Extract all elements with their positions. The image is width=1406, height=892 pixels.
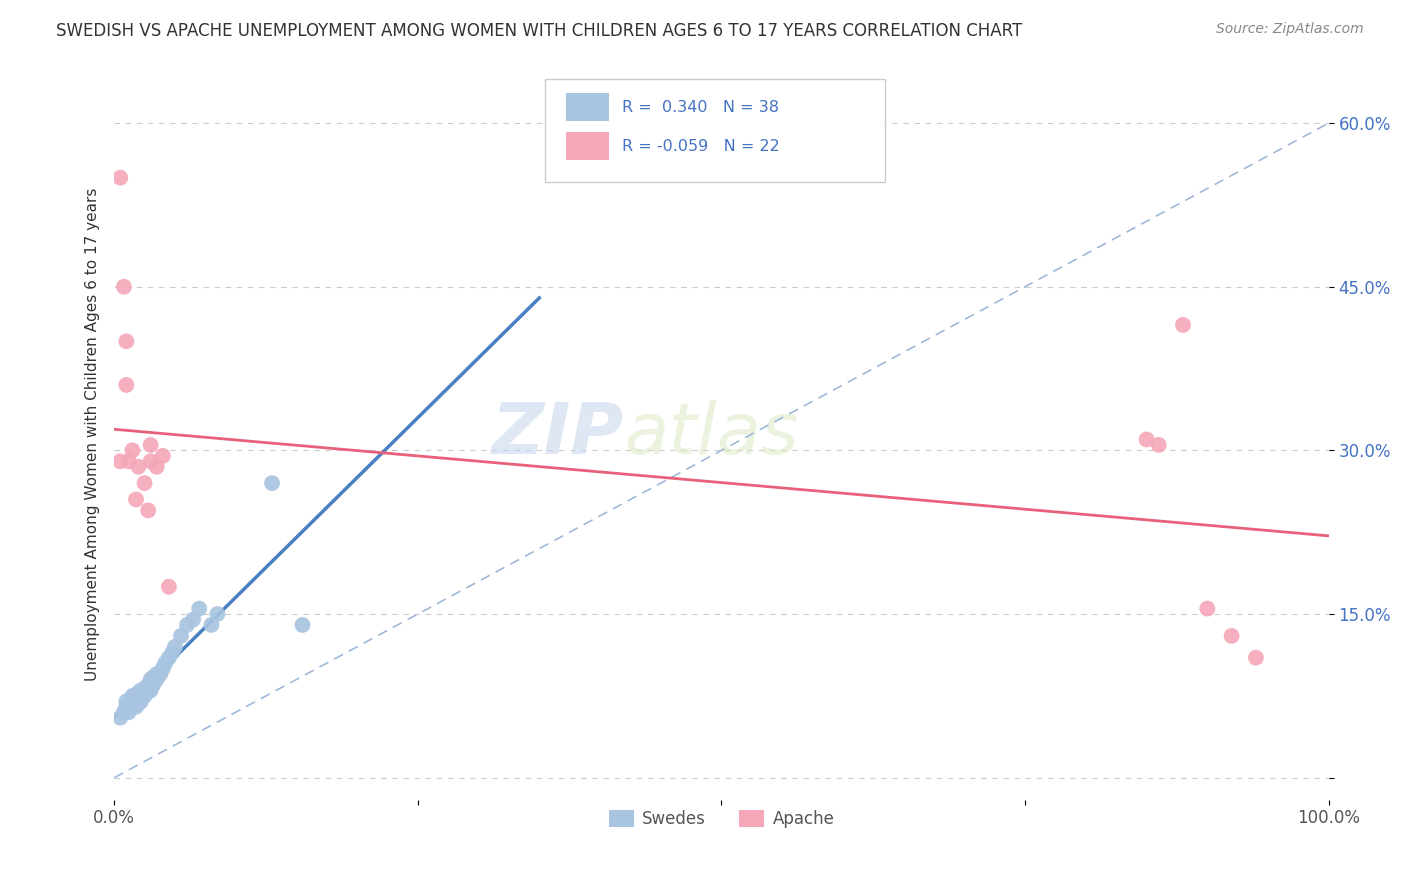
Text: Source: ZipAtlas.com: Source: ZipAtlas.com	[1216, 22, 1364, 37]
Point	[139, 438, 162, 452]
FancyBboxPatch shape	[567, 94, 609, 121]
FancyBboxPatch shape	[567, 132, 609, 160]
Point	[291, 618, 314, 632]
Point	[112, 279, 135, 293]
Point	[127, 697, 149, 711]
Text: atlas: atlas	[624, 400, 799, 468]
Point	[142, 670, 165, 684]
Point	[115, 378, 138, 392]
Point	[145, 667, 167, 681]
Point	[127, 685, 149, 699]
Point	[112, 705, 135, 719]
Point	[118, 454, 141, 468]
Point	[149, 667, 172, 681]
Point	[136, 503, 159, 517]
Point	[115, 699, 138, 714]
Point	[1244, 650, 1267, 665]
Point	[115, 334, 138, 349]
Text: SWEDISH VS APACHE UNEMPLOYMENT AMONG WOMEN WITH CHILDREN AGES 6 TO 17 YEARS CORR: SWEDISH VS APACHE UNEMPLOYMENT AMONG WOM…	[56, 22, 1022, 40]
Y-axis label: Unemployment Among Women with Children Ages 6 to 17 years: Unemployment Among Women with Children A…	[86, 187, 100, 681]
Point	[110, 711, 132, 725]
Point	[142, 678, 165, 692]
Point	[125, 492, 148, 507]
Point	[139, 673, 162, 687]
Point	[129, 683, 152, 698]
Legend: Swedes, Apache: Swedes, Apache	[602, 804, 841, 835]
Point	[157, 580, 180, 594]
Point	[127, 459, 149, 474]
Point	[170, 629, 193, 643]
Point	[163, 640, 186, 654]
Point	[115, 694, 138, 708]
Text: R =  0.340   N = 38: R = 0.340 N = 38	[621, 100, 779, 115]
Point	[162, 645, 184, 659]
Point	[176, 618, 198, 632]
Point	[139, 454, 162, 468]
Point	[125, 699, 148, 714]
Point	[110, 454, 132, 468]
Point	[110, 170, 132, 185]
Point	[134, 476, 156, 491]
Point	[188, 601, 211, 615]
Point	[136, 678, 159, 692]
Point	[157, 650, 180, 665]
Point	[200, 618, 222, 632]
Point	[125, 689, 148, 703]
Point	[1171, 318, 1194, 332]
Point	[121, 689, 143, 703]
Point	[1135, 433, 1157, 447]
Point	[152, 662, 174, 676]
Point	[207, 607, 229, 621]
Text: R = -0.059   N = 22: R = -0.059 N = 22	[621, 138, 780, 153]
Point	[152, 449, 174, 463]
Point	[1147, 438, 1170, 452]
Point	[262, 476, 284, 491]
Point	[139, 683, 162, 698]
Point	[118, 705, 141, 719]
Point	[134, 681, 156, 696]
FancyBboxPatch shape	[546, 79, 886, 182]
Point	[118, 699, 141, 714]
Point	[181, 613, 204, 627]
Point	[129, 694, 152, 708]
Point	[134, 689, 156, 703]
Text: ZIP: ZIP	[492, 400, 624, 468]
Point	[145, 459, 167, 474]
Point	[136, 685, 159, 699]
Point	[1197, 601, 1219, 615]
Point	[153, 656, 176, 670]
Point	[121, 694, 143, 708]
Point	[145, 673, 167, 687]
Point	[1220, 629, 1243, 643]
Point	[121, 443, 143, 458]
